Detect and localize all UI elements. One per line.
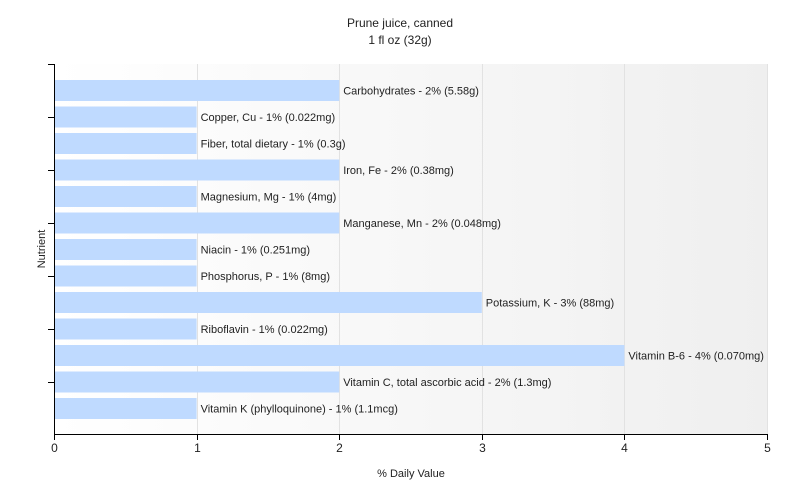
bar bbox=[55, 239, 197, 260]
bar bbox=[55, 371, 340, 393]
x-tick-label: 0 bbox=[51, 441, 58, 455]
bars bbox=[55, 80, 625, 419]
bar bbox=[55, 133, 197, 154]
bar-label: Fiber, total dietary - 1% (0.3g) bbox=[201, 139, 346, 151]
bar bbox=[55, 159, 340, 181]
bar-label: Manganese, Mn - 2% (0.048mg) bbox=[343, 218, 501, 230]
bar bbox=[55, 212, 340, 234]
chart-title: Prune juice, canned bbox=[347, 16, 453, 30]
bar-label: Riboflavin - 1% (0.022mg) bbox=[201, 324, 328, 336]
y-axis-label: Nutrient bbox=[36, 230, 48, 269]
bar-label: Vitamin B-6 - 4% (0.070mg) bbox=[628, 351, 764, 363]
bar bbox=[55, 398, 197, 419]
bar bbox=[55, 265, 197, 287]
x-tick-labels: 0 1 2 3 4 5 bbox=[51, 441, 771, 455]
x-tick-label: 1 bbox=[194, 441, 201, 455]
bar bbox=[55, 318, 197, 340]
bar bbox=[55, 292, 482, 313]
bar-labels: Carbohydrates - 2% (5.58g) Copper, Cu - 1… bbox=[201, 86, 764, 416]
bar-label: Copper, Cu - 1% (0.022mg) bbox=[201, 112, 336, 124]
bar bbox=[55, 186, 197, 207]
bar bbox=[55, 80, 340, 101]
bar bbox=[55, 345, 625, 366]
bar bbox=[55, 106, 197, 128]
x-tick-label: 5 bbox=[764, 441, 771, 455]
bar-label: Vitamin C, total ascorbic acid - 2% (1.3… bbox=[343, 377, 551, 389]
bar-label: Potassium, K - 3% (88mg) bbox=[486, 298, 614, 310]
bar-label: Vitamin K (phylloquinone) - 1% (1.1mcg) bbox=[201, 404, 398, 416]
bar-label: Iron, Fe - 2% (0.38mg) bbox=[343, 165, 454, 177]
x-tick-label: 4 bbox=[621, 441, 628, 455]
x-tick-label: 2 bbox=[336, 441, 343, 455]
bar-label: Niacin - 1% (0.251mg) bbox=[201, 245, 310, 257]
x-tick-label: 3 bbox=[479, 441, 486, 455]
chart-subtitle: 1 fl oz (32g) bbox=[368, 33, 431, 47]
bar-label: Phosphorus, P - 1% (8mg) bbox=[201, 271, 330, 283]
axes bbox=[48, 64, 768, 440]
bar-label: Magnesium, Mg - 1% (4mg) bbox=[201, 192, 337, 204]
x-axis-label: % Daily Value bbox=[377, 468, 445, 480]
bar-label: Carbohydrates - 2% (5.58g) bbox=[343, 86, 479, 98]
